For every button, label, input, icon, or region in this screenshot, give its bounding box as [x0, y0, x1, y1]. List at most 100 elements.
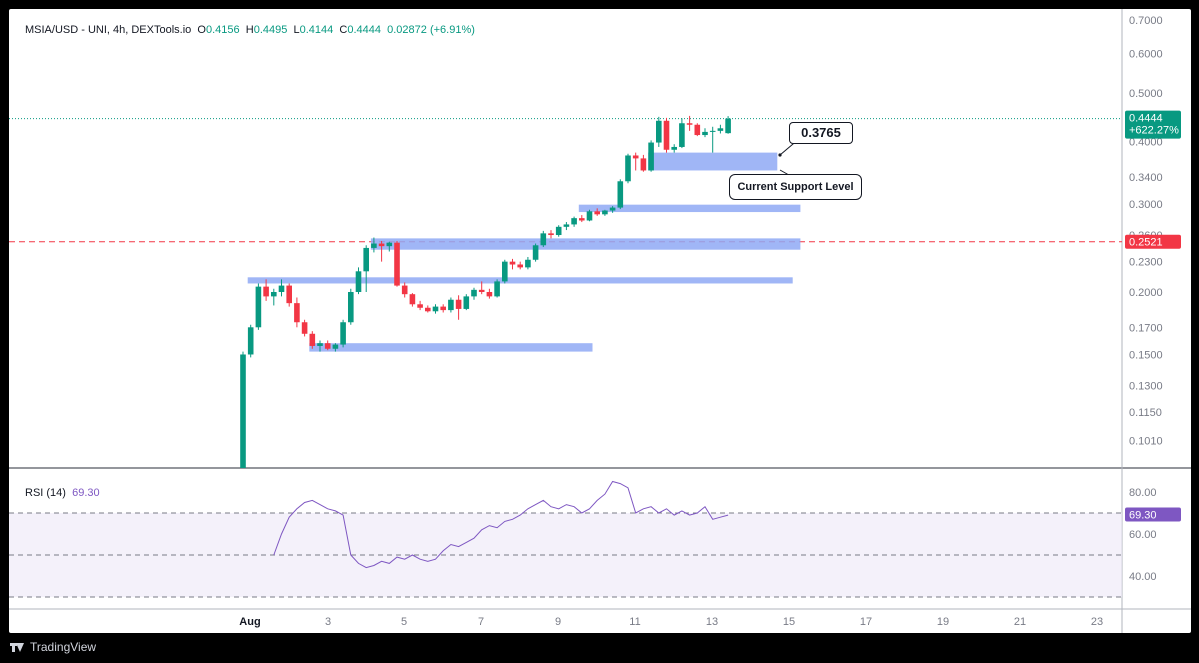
candle-body [478, 289, 485, 292]
candle-body [502, 261, 508, 282]
last-price-badge-text: +622.27% [1129, 125, 1179, 137]
support-zone [247, 277, 793, 284]
candle-body [679, 123, 685, 147]
candle-body [324, 343, 331, 349]
candle-body [240, 354, 246, 468]
candle-body [394, 242, 400, 286]
price-tick-label: 0.2300 [1129, 257, 1163, 269]
candle-body [656, 120, 662, 143]
time-tick-label: 3 [325, 616, 331, 628]
last-price-badge-bg [1125, 110, 1181, 139]
candle-body [548, 233, 554, 236]
support-note-text: Current Support Level [737, 181, 854, 193]
candle-body [717, 128, 724, 131]
chart-panel: 0.70000.60000.50000.40000.34000.30000.26… [9, 9, 1191, 633]
rsi-tick-label: 60.00 [1129, 529, 1157, 541]
tradingview-logo-icon [10, 642, 24, 652]
rsi-tick-label: 40.00 [1129, 571, 1157, 583]
candle-body [255, 286, 262, 328]
candle-body [463, 296, 470, 309]
candle-body [586, 211, 593, 221]
time-tick-label: 21 [1014, 616, 1026, 628]
time-tick-label: 5 [401, 616, 407, 628]
rsi-badge-text: 69.30 [1129, 509, 1157, 521]
candle-body [594, 211, 600, 215]
candle-body [417, 304, 423, 308]
price-tick-label: 0.1300 [1129, 381, 1163, 393]
candle-body [409, 294, 416, 305]
close-value: 0.4444 [347, 24, 381, 36]
time-tick-label: 19 [937, 616, 949, 628]
time-tick-label: 11 [629, 616, 640, 628]
candle-body [617, 181, 624, 208]
close-label: C [339, 24, 348, 36]
candle-body [632, 155, 639, 159]
candle-body [602, 210, 608, 215]
support-zone [648, 152, 778, 171]
candle-body [317, 343, 323, 346]
price-tick-label: 0.1700 [1129, 322, 1163, 334]
candle-body [517, 264, 523, 268]
candle-body [340, 322, 346, 345]
candle-body [694, 124, 701, 136]
candle-body [309, 333, 316, 346]
support-zone [309, 343, 593, 352]
time-tick-label: 17 [860, 616, 872, 628]
candle-body [686, 123, 693, 125]
symbol-title: MSIA/USD - UNI, 4h, DEXTools.io [25, 24, 192, 36]
change-value: 0.02872 (+6.91%) [387, 24, 475, 36]
high-value: 0.4495 [253, 24, 288, 36]
candle-body [378, 243, 385, 247]
price-note-box[interactable]: 0.3765 [789, 122, 853, 144]
candle-body [486, 292, 493, 297]
candle-body [301, 322, 308, 334]
price-note-text: 0.3765 [801, 125, 841, 140]
candle-body [455, 299, 462, 309]
candle-body [532, 245, 539, 260]
candle-body [448, 299, 454, 311]
price-tick-label: 0.3400 [1129, 172, 1163, 184]
support-note-box[interactable]: Current Support Level [729, 174, 862, 200]
candle-body [286, 285, 292, 304]
candle-body [579, 218, 585, 221]
footer-brand[interactable]: TradingView [30, 640, 97, 654]
candle-body [555, 226, 562, 236]
candle-body [563, 224, 570, 227]
candle-body [348, 292, 354, 323]
price-tick-label: 0.5000 [1129, 88, 1163, 100]
candle-body [702, 131, 708, 136]
candle-body [278, 285, 285, 292]
low-label: L [293, 24, 300, 36]
price-tick-label: 0.1150 [1129, 407, 1162, 419]
candle-body [471, 289, 477, 297]
candle-body [663, 120, 670, 150]
time-tick-label: 13 [706, 616, 718, 628]
price-tick-label: 0.3000 [1129, 199, 1163, 211]
price-tick-label: 0.1500 [1129, 349, 1163, 361]
candle-body [432, 306, 439, 312]
candle-body [525, 259, 531, 268]
open-value: 0.4156 [205, 24, 240, 36]
time-tick-label: Aug [239, 616, 260, 628]
support-zone [578, 204, 801, 213]
time-tick-label: 15 [783, 616, 795, 628]
price-tick-label: 0.2000 [1129, 287, 1163, 299]
price-tick-label: 0.6000 [1129, 48, 1163, 60]
candle-body [540, 233, 547, 246]
chart-canvas[interactable]: 0.70000.60000.50000.40000.34000.30000.26… [9, 9, 1191, 633]
price-tick-label: 0.1010 [1129, 435, 1163, 447]
candle-body [271, 292, 277, 297]
candle-body [725, 118, 731, 134]
price-note-pointer-dot [778, 153, 782, 157]
low-value: 0.4144 [299, 24, 334, 36]
candle-body [509, 261, 516, 265]
candle-body [332, 344, 339, 349]
candle-body [671, 146, 677, 150]
candle-body [247, 327, 254, 355]
candle-body [401, 285, 408, 295]
candle-body [294, 303, 300, 323]
candle-body [625, 155, 631, 182]
price-tick-label: 0.4000 [1129, 136, 1163, 148]
high-label: H [245, 24, 254, 36]
